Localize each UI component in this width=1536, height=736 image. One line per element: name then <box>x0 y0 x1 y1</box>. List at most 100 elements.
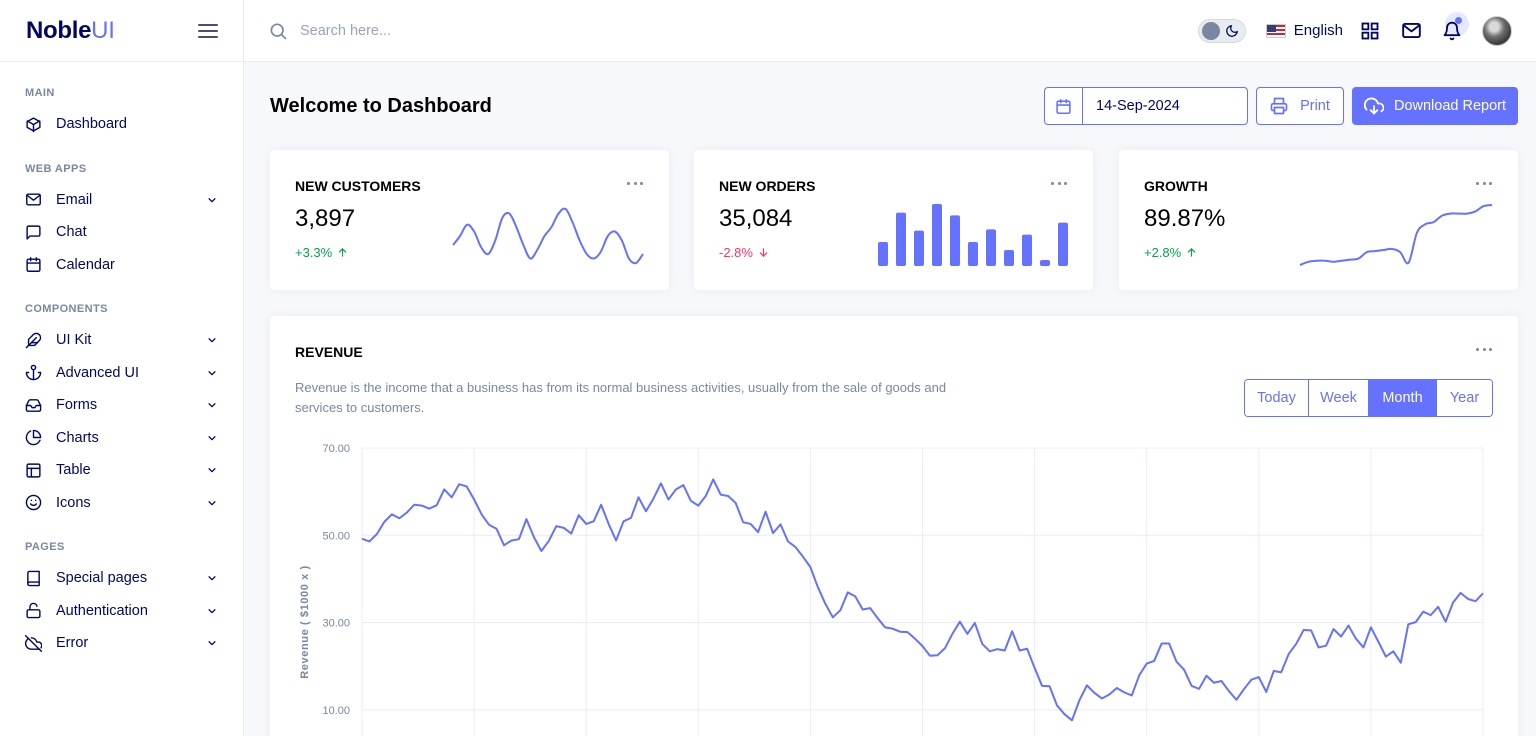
sidebar-item-label: Charts <box>56 429 99 446</box>
brand-logo[interactable]: NobleUI <box>26 17 115 45</box>
sidebar-header: NobleUI <box>0 0 243 62</box>
card-menu-button[interactable] <box>1476 180 1492 186</box>
notifications-button[interactable] <box>1441 11 1469 42</box>
calendar-icon <box>26 257 41 273</box>
print-button-label: Print <box>1300 98 1330 114</box>
orders-bar <box>968 242 978 266</box>
arrow-up-icon <box>1187 248 1196 257</box>
sidebar-item-label: Table <box>56 462 91 479</box>
orders-bar <box>1040 260 1050 266</box>
arrow-down-icon <box>759 248 768 257</box>
growth-sparkline <box>1299 204 1493 266</box>
cloud-off-icon <box>25 634 42 652</box>
revenue-line-chart: 70.00 50.00 30.00 10.00 Revenue ( $1000 x ) <box>299 443 1484 736</box>
sidebar-item-advanced-ui[interactable]: Advanced UI <box>0 357 243 390</box>
language-label: English <box>1293 22 1343 39</box>
language-selector[interactable]: English <box>1265 22 1343 39</box>
growth-series-line <box>1299 204 1493 266</box>
stat-card-new-orders: New Orders 35,084 -2.8% <box>694 150 1093 290</box>
pie-chart-icon <box>25 429 42 446</box>
topbar-actions: English <box>1197 11 1512 46</box>
chevron-down-icon <box>208 500 216 506</box>
sidebar-item-calendar[interactable]: Calendar <box>0 249 243 282</box>
search-input[interactable] <box>300 22 700 39</box>
date-picker-button[interactable] <box>1045 88 1083 124</box>
sidebar-item-email[interactable]: Email <box>0 184 243 217</box>
mail-icon <box>26 193 41 206</box>
stat-change: -2.8% <box>719 245 769 260</box>
orders-bar <box>1004 250 1014 266</box>
brand-name: Noble <box>26 16 92 44</box>
stat-value: 89.87% <box>1144 205 1226 232</box>
chevron-down-icon <box>208 197 216 203</box>
y-tick-label: 70.00 <box>322 443 350 455</box>
stat-change: +2.8% <box>1144 245 1197 260</box>
theme-toggle[interactable] <box>1197 18 1246 43</box>
orders-bar <box>878 242 888 266</box>
period-month-button[interactable]: Month <box>1369 380 1437 416</box>
chevron-down-icon <box>208 338 216 343</box>
date-input[interactable] <box>1083 88 1243 124</box>
brand-name-accent: UI <box>91 16 115 44</box>
card-menu-button[interactable] <box>1476 346 1492 352</box>
search-icon <box>270 23 287 39</box>
sidebar-item-error[interactable]: Error <box>0 627 243 660</box>
period-week-button[interactable]: Week <box>1309 380 1369 416</box>
messages-button[interactable] <box>1400 20 1422 42</box>
calendar-icon <box>1056 98 1071 114</box>
chevron-down-icon <box>208 641 216 646</box>
orders-bar <box>896 212 906 266</box>
arrow-up-icon <box>338 248 347 257</box>
sidebar-item-special-pages[interactable]: Special pages <box>0 562 243 595</box>
anchor-icon <box>25 364 42 381</box>
sidebar-item-label: UI Kit <box>56 332 92 349</box>
download-report-button[interactable]: Download Report <box>1352 87 1518 125</box>
sidebar-nav: Main Dashboard Web Apps Email Chat Calendar Co… <box>0 62 243 660</box>
printer-icon <box>1270 97 1288 115</box>
sidebar-item-dashboard[interactable]: Dashboard <box>0 108 243 141</box>
y-tick-label: 10.00 <box>322 705 350 717</box>
period-year-button[interactable]: Year <box>1437 380 1492 416</box>
avatar[interactable] <box>1482 15 1512 46</box>
sidebar-item-authentication[interactable]: Authentication <box>0 595 243 628</box>
sidebar-item-ui-kit[interactable]: UI Kit <box>0 324 243 357</box>
chat-icon <box>26 225 41 240</box>
revenue-title: Revenue <box>295 344 363 360</box>
orders-bar-chart <box>878 204 1068 266</box>
y-axis-label: Revenue ( $1000 x ) <box>299 565 311 679</box>
feather-icon <box>25 332 42 349</box>
print-button[interactable]: Print <box>1256 87 1344 125</box>
sidebar: NobleUI Main Dashboard Web Apps Email Chat Ca… <box>0 0 244 736</box>
topbar: English <box>244 0 1536 62</box>
stat-card-new-customers: New Customers 3,897 +3.3% <box>270 150 669 290</box>
revenue-series-line <box>361 478 1484 722</box>
apps-button[interactable] <box>1359 20 1381 42</box>
sidebar-item-forms[interactable]: Forms <box>0 389 243 422</box>
stat-change-value: -2.8% <box>719 245 753 260</box>
sidebar-item-label: Authentication <box>56 602 148 619</box>
sidebar-item-label: Calendar <box>56 256 115 273</box>
orders-bar <box>986 229 996 266</box>
chevron-down-icon <box>208 403 216 408</box>
card-menu-button[interactable] <box>1051 180 1067 186</box>
sidebar-item-label: Special pages <box>56 570 148 587</box>
sidebar-item-table[interactable]: Table <box>0 454 243 487</box>
sidebar-item-charts[interactable]: Charts <box>0 422 243 455</box>
stat-change-value: +3.3% <box>295 245 333 260</box>
grid-icon <box>1361 22 1379 39</box>
orders-bar <box>914 230 924 266</box>
chevron-down-icon <box>208 608 216 614</box>
sidebar-toggle-button[interactable] <box>198 23 218 38</box>
sidebar-item-icons[interactable]: Icons <box>0 487 243 520</box>
card-menu-button[interactable] <box>627 180 643 186</box>
revenue-description: Revenue is the income that a business ha… <box>295 380 947 415</box>
sidebar-item-label: Forms <box>56 397 98 414</box>
page-title: Welcome to Dashboard <box>270 95 492 117</box>
nav-category-label: Components <box>25 303 108 315</box>
orders-bar <box>932 204 942 266</box>
period-today-button[interactable]: Today <box>1245 380 1309 416</box>
sidebar-item-chat[interactable]: Chat <box>0 216 243 249</box>
revenue-card: Revenue Revenue is the income that a bus… <box>270 316 1518 736</box>
orders-bar <box>1022 234 1032 266</box>
stat-value: 3,897 <box>295 205 356 232</box>
